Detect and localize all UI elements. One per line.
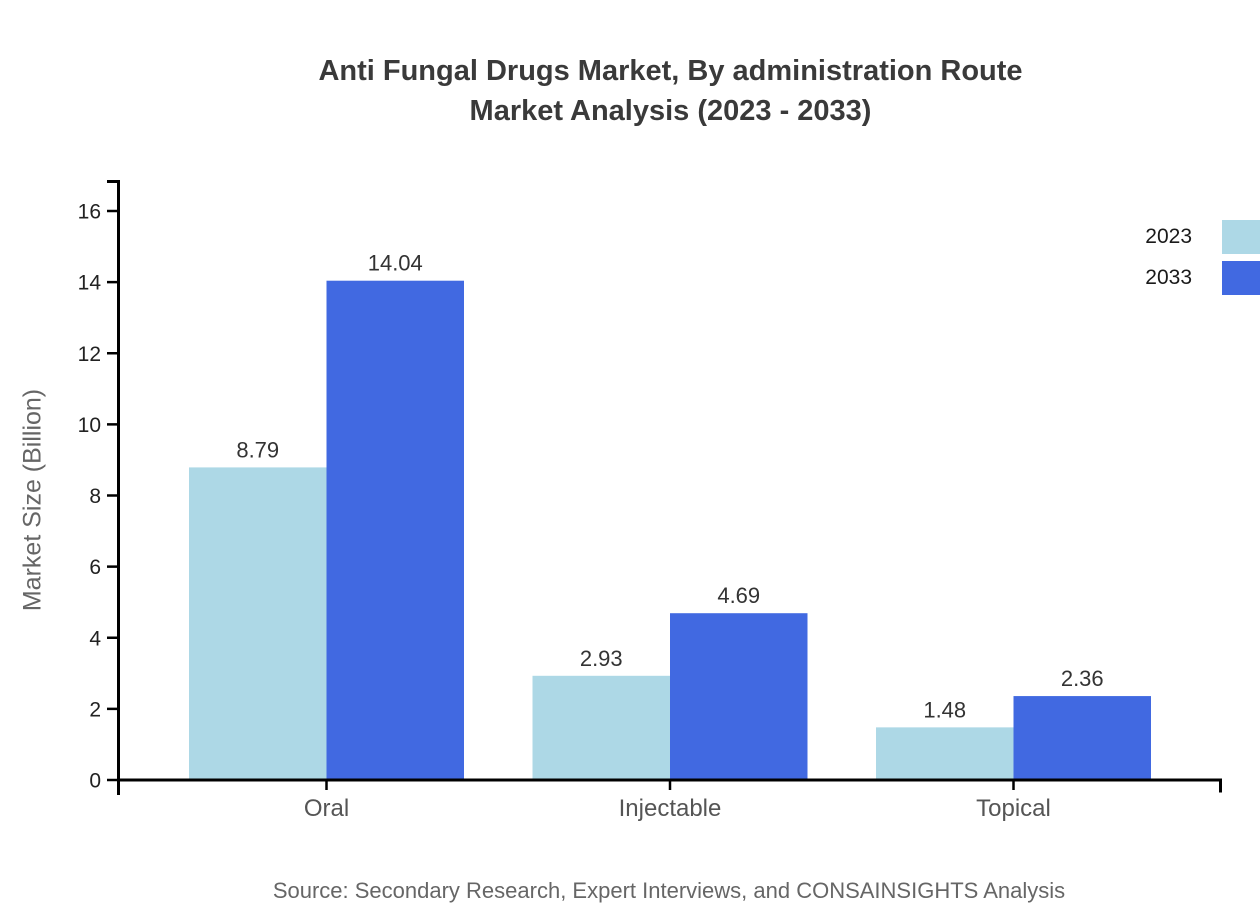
legend-swatch-2023 bbox=[1222, 220, 1260, 254]
source-note: Source: Secondary Research, Expert Inter… bbox=[272, 878, 1066, 903]
y-tick-label: 16 bbox=[78, 201, 101, 224]
value-label: 1.48 bbox=[923, 697, 966, 722]
y-tick-label: 4 bbox=[89, 627, 101, 650]
chart-title-line1: Anti Fungal Drugs Market, By administrat… bbox=[318, 55, 1023, 87]
value-label: 8.79 bbox=[236, 437, 279, 462]
value-label: 2.93 bbox=[580, 646, 623, 671]
category-label: Oral bbox=[304, 795, 349, 822]
legend-label-2023: 2023 bbox=[1145, 225, 1192, 248]
y-tick-label: 8 bbox=[89, 485, 101, 508]
y-tick-label: 0 bbox=[89, 770, 101, 793]
y-tick-label: 10 bbox=[78, 414, 101, 437]
bar-2023-oral bbox=[189, 467, 327, 780]
y-tick-label: 12 bbox=[78, 343, 101, 366]
value-label: 4.69 bbox=[717, 583, 760, 608]
chart-title-line2: Market Analysis (2023 - 2033) bbox=[469, 95, 872, 127]
legend-item-2033: 2033 bbox=[1145, 261, 1260, 295]
bar-2023-topical bbox=[876, 727, 1014, 780]
value-label: 2.36 bbox=[1061, 666, 1104, 691]
chart-title: Anti Fungal Drugs Market, By administrat… bbox=[81, 51, 1260, 131]
category-label: Topical bbox=[976, 795, 1051, 822]
bar-2033-topical bbox=[1013, 696, 1151, 780]
value-label: 14.04 bbox=[368, 251, 423, 276]
y-tick-label: 2 bbox=[89, 698, 101, 721]
bar-2033-oral bbox=[326, 280, 464, 780]
y-tick-label: 14 bbox=[78, 272, 102, 295]
bar-2023-injectable bbox=[532, 675, 670, 780]
legend: 2023 2033 bbox=[1145, 220, 1260, 302]
legend-item-2023: 2023 bbox=[1145, 220, 1260, 254]
legend-swatch-2033 bbox=[1222, 261, 1260, 295]
bar-2033-injectable bbox=[670, 613, 808, 780]
category-label: Injectable bbox=[619, 795, 722, 822]
legend-label-2033: 2033 bbox=[1145, 266, 1192, 289]
y-tick-label: 6 bbox=[89, 556, 101, 579]
